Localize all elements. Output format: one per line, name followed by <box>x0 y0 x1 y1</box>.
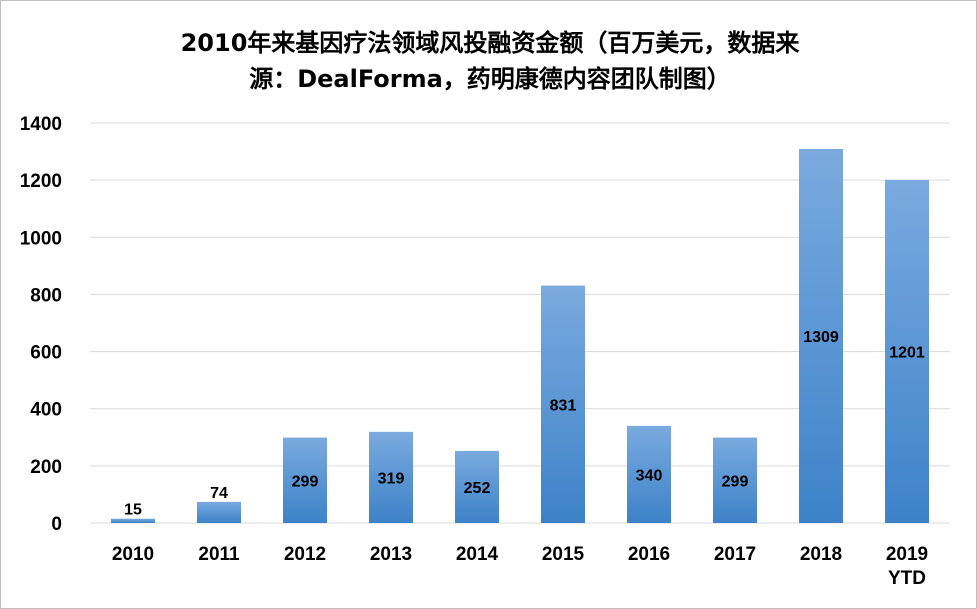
x-tick-label: 2010 <box>112 544 154 565</box>
x-tick-label: 2019 <box>886 544 928 565</box>
y-tick-label: 600 <box>30 343 62 364</box>
data-label: 1201 <box>889 344 925 361</box>
bar <box>713 437 757 523</box>
data-label: 1309 <box>803 329 839 346</box>
data-label: 15 <box>124 502 142 519</box>
x-tick-label: 2017 <box>714 544 756 565</box>
x-tick-label: 2013 <box>370 544 412 565</box>
chart-title-line-1: 2010年来基因疗法领域风投融资金额（百万美元，数据来 <box>180 29 800 57</box>
data-label: 252 <box>464 480 491 497</box>
data-label: 831 <box>550 397 577 414</box>
bar <box>455 451 499 523</box>
bar <box>369 431 413 523</box>
data-label: 299 <box>722 473 749 490</box>
x-tick-label: 2014 <box>456 544 499 565</box>
bar <box>627 425 671 523</box>
y-tick-label: 1000 <box>20 228 62 249</box>
data-label: 340 <box>636 467 663 484</box>
data-labels: 15 74 299 319 252 831 340 299 1309 1201 <box>124 329 925 519</box>
data-label: 319 <box>378 470 405 487</box>
y-tick-label: 800 <box>30 285 62 306</box>
x-tick-label: 2016 <box>628 544 670 565</box>
bar <box>541 285 585 523</box>
data-label: 74 <box>210 485 228 502</box>
bar <box>799 149 843 523</box>
y-tick-label: 1400 <box>20 114 62 135</box>
data-label: 299 <box>292 473 319 490</box>
bar <box>283 437 327 523</box>
bar <box>885 179 929 523</box>
y-tick-label: 1200 <box>20 171 62 192</box>
x-tick-label: 2012 <box>284 544 326 565</box>
y-tick-label: 400 <box>30 400 62 421</box>
bar <box>111 518 155 523</box>
bar <box>197 501 241 523</box>
y-tick-label: 0 <box>51 514 62 535</box>
x-tick-label: YTD <box>888 568 926 589</box>
chart-title-line-2: 源：DealForma，药明康德内容团队制图） <box>249 65 731 93</box>
x-tick-label: 2015 <box>542 544 585 565</box>
y-tick-label: 200 <box>30 457 62 478</box>
y-axis: 0 200 400 600 800 1000 1200 1400 <box>20 114 62 535</box>
x-tick-label: 2018 <box>800 544 842 565</box>
bars <box>111 149 929 523</box>
x-tick-label: 2011 <box>198 544 240 565</box>
x-axis: 2010 2011 2012 2013 2014 2015 2016 2017 2018 2019… <box>112 544 928 589</box>
